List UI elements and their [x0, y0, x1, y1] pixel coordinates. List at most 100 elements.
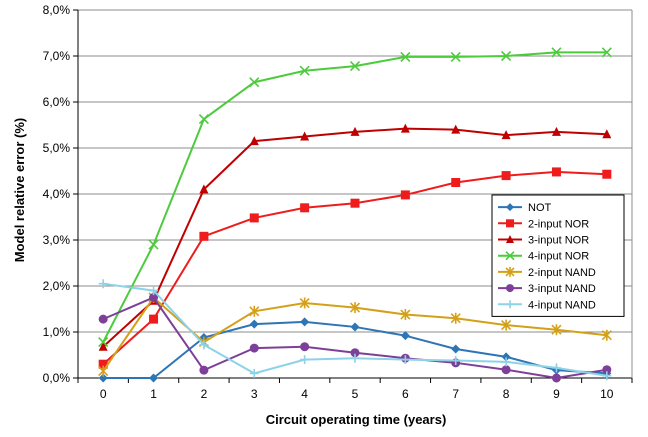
data-point: [349, 302, 361, 314]
legend-label: 4-input NAND: [528, 299, 596, 311]
data-point: [199, 340, 209, 350]
data-point: [450, 51, 461, 62]
data-point: [451, 178, 461, 187]
data-point: [349, 61, 361, 72]
data-point: [249, 305, 260, 317]
data-point: [602, 169, 612, 179]
data-point: [300, 355, 310, 365]
data-point: [300, 203, 310, 213]
x-axis-title: Circuit operating time (years): [266, 412, 447, 427]
legend-marker: [506, 284, 514, 293]
data-point: [602, 371, 612, 381]
x-tick-label: 6: [402, 387, 409, 401]
x-tick-label: 8: [503, 387, 510, 401]
x-tick-label: 10: [600, 387, 614, 401]
x-tick-label: 0: [100, 387, 107, 401]
data-point: [249, 343, 259, 353]
legend-label: NOT: [528, 202, 552, 214]
data-point: [501, 171, 511, 181]
legend-item: 4-input NOR: [498, 251, 589, 263]
data-point: [199, 365, 209, 375]
data-point: [199, 231, 209, 241]
data-point: [98, 314, 108, 324]
data-point: [551, 363, 561, 373]
x-tick-label: 5: [352, 387, 359, 401]
data-point: [149, 373, 159, 383]
legend-marker: [505, 266, 515, 277]
data-point: [149, 314, 159, 324]
data-point: [300, 342, 310, 352]
legend-label: 2-input NAND: [528, 267, 596, 279]
series-4-input-nand: [98, 279, 612, 381]
legend-item: NOT: [498, 202, 552, 214]
data-point: [249, 136, 259, 146]
y-tick-label: 3,0%: [43, 233, 71, 247]
data-point: [350, 322, 360, 332]
data-point: [551, 324, 562, 336]
series-4-input-nor: [98, 47, 612, 348]
data-point: [299, 65, 310, 76]
legend: NOT 2-input NOR 3-input NOR 4-input NOR 2-in…: [491, 194, 625, 317]
data-point: [198, 113, 209, 125]
data-point: [300, 317, 310, 327]
series-3-input-nor: [98, 123, 612, 351]
x-tick-label: 7: [452, 387, 459, 401]
data-point: [400, 355, 410, 365]
data-point: [148, 239, 159, 250]
y-tick-label: 1,0%: [43, 325, 71, 339]
data-point: [400, 331, 410, 341]
data-point: [299, 297, 310, 309]
data-point: [249, 319, 259, 329]
data-point: [602, 365, 612, 375]
y-axis-title: Model relative error (%): [12, 118, 27, 263]
legend-item: 4-input NAND: [498, 299, 596, 311]
legend-marker: [505, 251, 515, 261]
data-point: [501, 130, 511, 140]
data-point: [98, 279, 108, 289]
legend-label: 3-input NOR: [528, 235, 589, 247]
data-point: [451, 124, 461, 134]
data-point: [98, 359, 108, 369]
legend-marker: [506, 235, 514, 243]
data-point: [249, 77, 260, 88]
data-point: [601, 47, 612, 58]
legend-marker: [506, 203, 514, 212]
data-point: [249, 368, 259, 378]
y-tick-label: 6,0%: [43, 95, 71, 109]
legend-item: 2-input NAND: [498, 267, 596, 279]
data-point: [501, 352, 511, 362]
x-tick-label: 1: [150, 387, 157, 401]
data-point: [451, 344, 461, 354]
x-tick-label: 2: [201, 387, 208, 401]
data-point: [350, 348, 360, 358]
data-point: [451, 356, 461, 366]
data-point: [199, 184, 209, 194]
data-point: [501, 319, 512, 331]
axes: [73, 9, 633, 383]
y-tick-label: 2,0%: [43, 279, 71, 293]
series-2-input-nor: [98, 167, 612, 369]
legend-label: 2-input NOR: [528, 218, 589, 230]
data-point: [400, 190, 410, 200]
data-point: [400, 309, 411, 321]
legend-item: 3-input NAND: [498, 283, 596, 295]
legend-label: 3-input NAND: [528, 283, 596, 295]
data-point: [551, 167, 561, 177]
gridlines: [78, 9, 632, 333]
x-tick-label: 4: [301, 387, 308, 401]
y-tick-label: 7,0%: [43, 49, 71, 63]
data-point: [601, 329, 612, 341]
data-point: [551, 373, 561, 383]
data-point: [98, 337, 109, 348]
data-point: [400, 123, 410, 133]
y-tick-label: 8,0%: [43, 3, 71, 17]
legend-marker: [506, 300, 514, 309]
data-point: [350, 126, 360, 136]
series-lines: [98, 47, 612, 383]
data-point: [98, 373, 108, 383]
x-tick-label: 9: [553, 387, 560, 401]
data-point: [400, 51, 411, 62]
legend-item: 2-input NOR: [498, 218, 589, 230]
data-point: [98, 341, 108, 351]
